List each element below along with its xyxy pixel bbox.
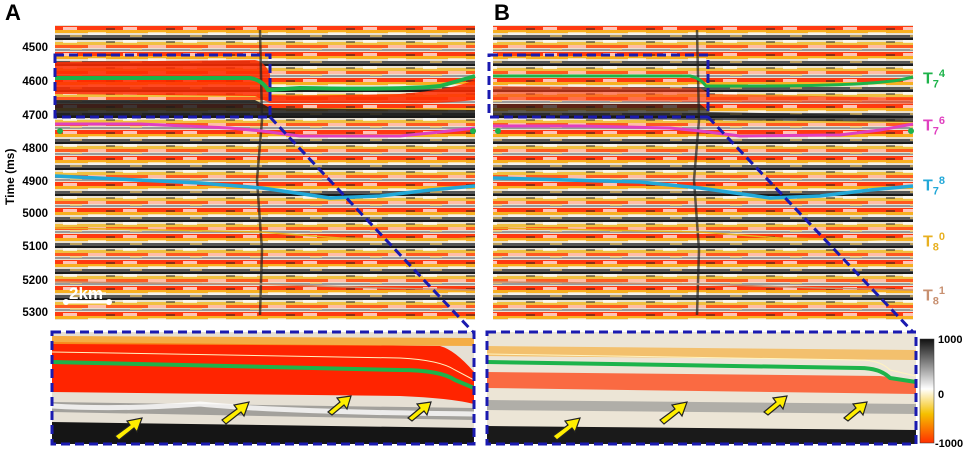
horizon-label-t8-1: T81: [923, 285, 946, 308]
arrow-icon: [763, 395, 788, 416]
y-tick-label: 5000: [22, 208, 48, 220]
y-tick-label: 4600: [22, 76, 48, 88]
arrow-icon: [327, 395, 352, 416]
arrow-icon: [114, 417, 143, 441]
horizon-label-t7-4: T74: [923, 68, 946, 91]
colorbar-mid-label: 0: [938, 389, 945, 401]
seismic-section-a: [53, 25, 476, 334]
arrow-icon: [407, 401, 432, 422]
colorbar-max-label: 1000: [938, 334, 963, 346]
scale-bar-label: 2km: [69, 284, 104, 303]
annotation-arrows: [114, 395, 868, 441]
colorbar-min-label: -1000: [935, 438, 964, 450]
y-tick-label: 5100: [22, 241, 48, 253]
seismic-section-b: [487, 25, 915, 334]
y-tick-label: 4700: [22, 110, 48, 122]
zoom-inset-a: [50, 330, 476, 446]
horizon-label-t7-6: T76: [923, 115, 946, 138]
zoom-inset-b: [485, 330, 918, 446]
arrow-icon: [552, 417, 581, 441]
colorbar: [919, 338, 935, 444]
y-tick-label: 5300: [22, 307, 48, 319]
horizon-label-t8-0: T80: [923, 231, 946, 254]
panel-letter-a: A: [5, 0, 21, 25]
horizon-label-t7-8: T78: [923, 175, 946, 198]
y-tick-label: 5200: [22, 275, 48, 287]
arrow-icon: [221, 401, 250, 425]
y-tick-label: 4500: [22, 42, 48, 54]
y-tick-label: 4900: [22, 176, 48, 188]
zoom-box-a: [53, 53, 272, 119]
y-tick-label: 4800: [22, 143, 48, 155]
arrow-icon: [659, 401, 688, 425]
panel-letter-b: B: [494, 0, 510, 25]
arrow-icon: [843, 401, 868, 422]
